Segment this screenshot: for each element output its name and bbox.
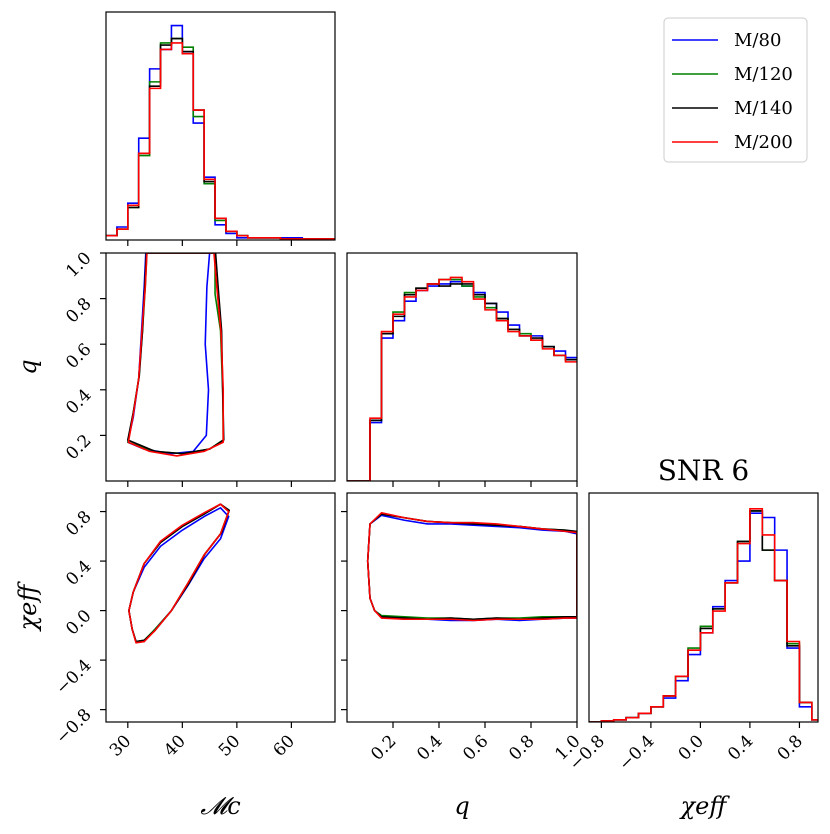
contour-M/200 <box>127 253 225 457</box>
panel-mc-hist-frame <box>105 11 336 241</box>
x-tick-label: 50 <box>215 731 244 760</box>
panel-q-hist-data <box>347 276 577 481</box>
contour-M/140 <box>128 503 231 643</box>
panel-mc-chi: 30 40 50 60 −0.8 −0.4 0.0 0.4 0.8 <box>52 492 336 761</box>
x-axis-label-chi: χeff <box>679 792 731 820</box>
panel-mc-q: 0.2 0.4 0.6 0.8 1.0 <box>62 248 336 487</box>
y-axis-label-q: q <box>14 359 42 374</box>
panel-chi-hist: −0.8 −0.4 0.0 0.4 0.8 <box>566 492 819 775</box>
legend-frame <box>663 17 808 163</box>
contour-M/120 <box>128 503 230 643</box>
y-tick-label: 0.8 <box>62 507 95 540</box>
y-tick-label: 0.4 <box>62 385 95 418</box>
panel-q-chi-frame <box>346 492 578 723</box>
x-tick-label: 30 <box>106 731 135 760</box>
x-tick-label: 40 <box>160 731 189 760</box>
x-tick-label: 0.0 <box>675 731 708 764</box>
x-axis-label-q: q <box>454 792 469 820</box>
panel-mc-hist <box>105 11 336 246</box>
x-tick-label: 0.8 <box>505 731 538 764</box>
panel-mc-hist-data <box>106 24 335 240</box>
legend-label: M/120 <box>734 64 793 85</box>
x-tick-label: 0.2 <box>367 731 400 764</box>
contour-M/200 <box>128 503 230 644</box>
contour-M/80 <box>366 514 577 622</box>
x-tick-label: 0.4 <box>724 731 757 764</box>
y-tick-label: −0.8 <box>52 705 95 748</box>
legend-label: M/80 <box>734 30 781 51</box>
legend-label: M/140 <box>734 98 793 119</box>
x-tick-label: 0.8 <box>774 731 807 764</box>
panel-q-hist-frame <box>346 252 578 482</box>
y-tick-label: 0.2 <box>62 431 95 464</box>
contour-M/120 <box>127 253 225 455</box>
y-tick-label: 1.0 <box>62 248 95 281</box>
y-axis-label-chi: χeff <box>14 581 42 633</box>
hist-step-M/80 <box>589 512 818 722</box>
hist-step-M/200 <box>589 508 818 722</box>
contour-M/200 <box>366 512 577 622</box>
legend-label: M/200 <box>734 132 793 153</box>
y-tick-label: 0.4 <box>62 556 95 589</box>
y-tick-label: 0.8 <box>62 294 95 327</box>
chart-title: SNR 6 <box>658 454 749 487</box>
panel-chi-hist-frame <box>588 492 819 723</box>
x-axis-label-mc: 𝓜c <box>200 792 240 820</box>
legend: M/80 M/120 M/140 M/200 <box>663 17 808 163</box>
panel-mc-q-data <box>127 253 225 457</box>
panel-mc-chi-frame <box>105 492 336 723</box>
y-tick-label: 0.0 <box>62 606 95 639</box>
contour-M/140 <box>127 253 225 455</box>
hist-step-M/120 <box>589 510 818 722</box>
panel-q-chi-data <box>366 512 577 622</box>
panel-mc-chi-data <box>128 503 231 644</box>
hist-step-M/140 <box>589 510 818 722</box>
panel-chi-hist-data <box>589 508 818 722</box>
x-tick-label: 0.4 <box>413 731 446 764</box>
x-tick-label: 0.6 <box>459 731 492 764</box>
y-tick-label: 0.6 <box>62 340 95 373</box>
panel-q-hist <box>346 252 578 487</box>
x-tick-label: −0.4 <box>615 731 658 774</box>
panel-mc-q-frame <box>105 252 336 482</box>
hist-step-M/80 <box>106 24 335 240</box>
hist-step-M/200 <box>106 42 335 240</box>
x-tick-label: 60 <box>269 731 298 760</box>
panel-q-chi: 0.2 0.4 0.6 0.8 1.0 <box>341 492 585 765</box>
hist-step-M/200 <box>347 276 577 481</box>
y-tick-label: −0.4 <box>52 656 95 699</box>
